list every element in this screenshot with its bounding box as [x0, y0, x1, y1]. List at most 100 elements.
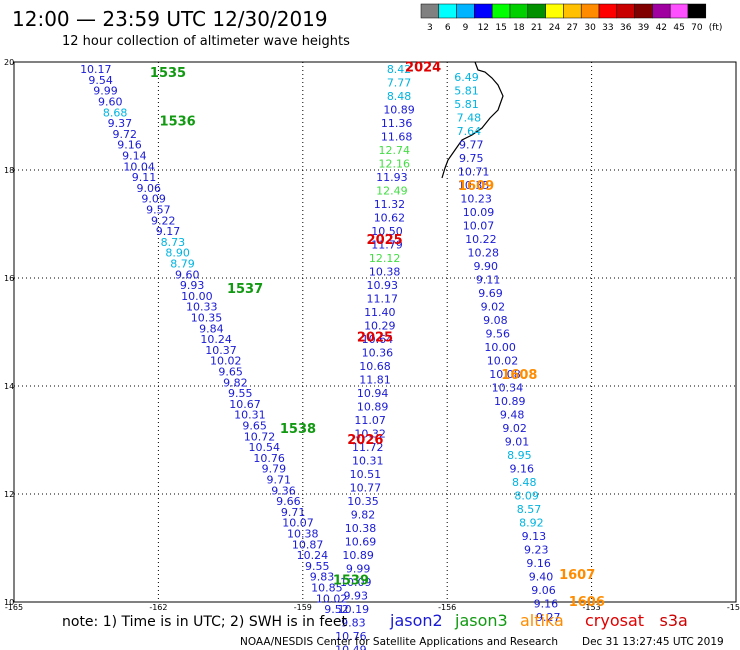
pass-time-label: 1536 — [160, 114, 196, 129]
swh-tracks: 10.179.549.999.608.689.379.729.169.1410.… — [80, 63, 560, 650]
pass-time-label: 1539 — [333, 573, 369, 588]
x-tick-label: -162 — [149, 603, 167, 612]
swh-value-label: 10.33 — [186, 301, 218, 314]
swh-value-label: 10.04 — [123, 160, 155, 173]
swh-value-label: 9.83 — [310, 571, 335, 584]
swh-value-label: 8.92 — [519, 517, 544, 530]
swh-value-label: 11.32 — [374, 198, 406, 211]
pass-time-label: 1606 — [569, 595, 605, 610]
swh-value-label: 10.02 — [210, 355, 242, 368]
legend-value-label: 15 — [495, 23, 506, 33]
legend-value-label: 36 — [620, 23, 632, 33]
swh-value-label: 10.07 — [463, 220, 495, 233]
satellite-legend-item: s3a — [660, 611, 688, 630]
axis-tick-labels: -165 -162 -159 -156 -153 -150 20 18 16 14 12 10 — [4, 58, 740, 612]
x-tick-label: -156 — [438, 603, 456, 612]
swh-value-label: 8.09 — [514, 490, 539, 503]
swh-value-label: 10.38 — [287, 528, 319, 541]
swh-value-label: 9.99 — [93, 85, 118, 98]
swh-value-label: 9.08 — [483, 314, 508, 327]
swh-value-label: 10.49 — [335, 644, 367, 650]
pass-time-labels: 1535 1536 1537 1538 1539 2024 2025 2025 2026 1609… — [150, 60, 605, 610]
swh-value-label: 9.16 — [117, 139, 142, 152]
pass-time-label: 1535 — [150, 66, 186, 81]
legend-swatch — [652, 3, 671, 19]
satellite-legend-item: altika — [520, 611, 564, 630]
swh-value-label: 11.68 — [381, 131, 413, 144]
swh-value-label: 10.76 — [253, 452, 285, 465]
swh-value-label: 11.81 — [359, 374, 391, 387]
swh-value-label: 9.99 — [346, 563, 371, 576]
legend-value-label: 27 — [567, 23, 578, 33]
legend-swatch — [634, 3, 653, 19]
swh-value-label: 9.66 — [276, 495, 301, 508]
legend-value-label: 42 — [656, 23, 667, 33]
swh-value-label: 10.09 — [340, 576, 372, 589]
swh-value-label: 9.65 — [218, 366, 243, 379]
swh-value-label: 10.89 — [342, 549, 374, 562]
swh-value-label: 10.93 — [366, 279, 398, 292]
swh-value-label: 11.93 — [376, 171, 408, 184]
swh-value-label: 7.77 — [387, 77, 412, 90]
pass-time-label: 2025 — [367, 233, 403, 248]
footer-timestamp: Dec 31 13:27:45 UTC 2019 — [582, 636, 724, 648]
swh-value-label: 8.48 — [387, 90, 412, 103]
footer-note: note: 1) Time is in UTC; 2) SWH is in fe… — [62, 614, 348, 630]
swh-value-label: 12.74 — [379, 144, 411, 157]
swh-value-label: 9.01 — [505, 436, 530, 449]
swh-value-label: 10.89 — [494, 395, 526, 408]
swh-value-label: 10.24 — [200, 333, 232, 346]
swh-value-label: 11.07 — [354, 414, 386, 427]
pass-time-label: 2026 — [347, 433, 383, 448]
swh-value-label: 12.12 — [369, 252, 401, 265]
legend-value-label: 3 — [427, 23, 433, 33]
swh-value-label: 10.19 — [338, 603, 370, 616]
swh-value-label: 9.82 — [351, 509, 376, 522]
legend-value-label: 39 — [638, 23, 650, 33]
swh-value-label: 9.36 — [271, 484, 296, 497]
swh-value-label: 9.48 — [500, 409, 525, 422]
swh-value-label: 10.00 — [484, 341, 516, 354]
legend-swatch — [474, 3, 493, 19]
legend-swatch — [545, 3, 564, 19]
swh-value-label: 10.77 — [350, 482, 382, 495]
swh-value-label: 10.07 — [282, 517, 314, 530]
legend-value-label: 9 — [463, 23, 469, 33]
swh-value-label: 9.13 — [522, 530, 547, 543]
swh-value-label: 8.68 — [103, 106, 128, 119]
swh-value-label: 10.36 — [362, 347, 394, 360]
swh-value-label: 9.14 — [122, 150, 147, 163]
swh-value-label: 11.17 — [366, 293, 398, 306]
swh-value-label: 10.31 — [234, 409, 266, 422]
swh-value-label: 11.40 — [364, 306, 396, 319]
swh-value-label: 10.35 — [347, 495, 379, 508]
legend-value-label: 45 — [673, 23, 684, 33]
y-tick-label: 20 — [4, 58, 14, 67]
swh-value-label: 8.95 — [507, 449, 532, 462]
swh-value-label: 10.71 — [458, 166, 490, 179]
swh-value-label: 9.60 — [98, 96, 123, 109]
swh-value-label: 10.02 — [316, 592, 348, 605]
legend-swatch — [669, 3, 689, 19]
swh-value-label: 8.90 — [165, 247, 190, 260]
swh-value-label: 10.76 — [335, 630, 367, 643]
pass-time-label: 1538 — [280, 422, 316, 437]
satellite-legend-item: jason3 — [454, 611, 508, 630]
swh-value-label: 9.60 — [175, 268, 200, 281]
legend-swatch — [438, 3, 457, 19]
swh-value-label: 10.72 — [244, 430, 276, 443]
swh-value-label: 10.24 — [297, 549, 329, 562]
swh-value-label: 10.32 — [354, 428, 386, 441]
legend-swatch — [509, 3, 529, 19]
swh-value-label: 9.55 — [305, 560, 330, 573]
legend-swatch — [563, 3, 582, 19]
color-scale-legend: 3 6 9 12 15 18 21 24 27 30 33 36 39 42 45 70 (ft) — [420, 3, 722, 33]
legend-value-label: 30 — [584, 23, 596, 33]
legend-value-label: 33 — [602, 23, 613, 33]
swh-value-label: 9.71 — [266, 474, 291, 487]
footer-credit: NOAA/NESDIS Center for Satellite Applica… — [240, 636, 558, 648]
page-subtitle: 12 hour collection of altimeter wave hei… — [62, 34, 350, 49]
swh-value-label: 10.34 — [492, 382, 524, 395]
x-tick-label: -153 — [583, 603, 601, 612]
y-tick-label: 18 — [4, 166, 14, 175]
